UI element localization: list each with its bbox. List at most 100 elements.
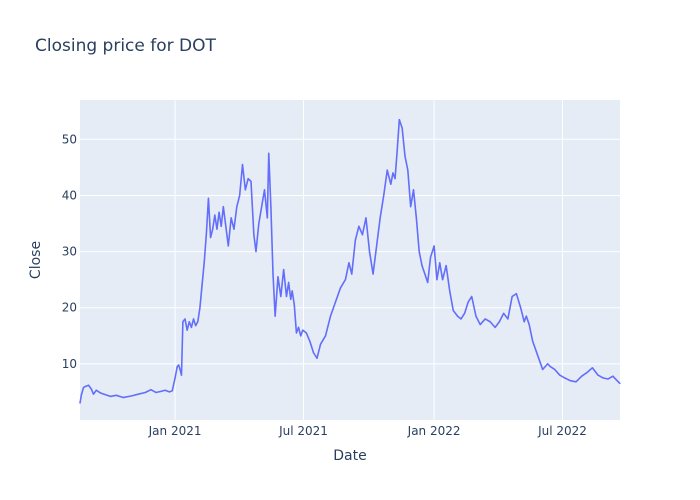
data-point — [155, 391, 157, 394]
x-tick-label: Jan 2021 — [148, 424, 202, 438]
data-point — [537, 354, 539, 357]
data-point — [503, 312, 505, 314]
data-point — [300, 335, 302, 337]
data-point — [302, 329, 304, 331]
data-point — [184, 318, 186, 320]
data-point — [80, 394, 83, 396]
data-point — [467, 301, 469, 303]
data-point — [372, 273, 374, 275]
data-point — [222, 206, 224, 208]
y-tick-label: 10 — [62, 357, 77, 371]
data-point — [180, 374, 183, 376]
data-point — [207, 197, 210, 199]
data-point — [329, 315, 332, 317]
chart-title: Closing price for DOT — [35, 36, 217, 56]
data-point — [511, 295, 513, 298]
data-point — [87, 384, 90, 386]
data-point — [449, 290, 451, 292]
data-point — [250, 180, 252, 182]
data-point — [344, 279, 346, 281]
data-point — [619, 382, 621, 385]
data-point — [283, 268, 285, 271]
data-point — [410, 206, 412, 208]
data-point — [602, 377, 604, 379]
data-point — [549, 366, 552, 368]
data-point — [339, 287, 342, 289]
series-line — [79, 118, 621, 404]
data-point — [564, 377, 566, 379]
data-point — [554, 368, 556, 371]
data-point — [192, 318, 195, 320]
data-point — [484, 318, 486, 320]
data-point — [351, 273, 353, 275]
data-point — [479, 323, 481, 326]
data-point — [581, 375, 583, 377]
data-point — [214, 214, 216, 216]
y-tick-label: 20 — [62, 301, 77, 315]
y-tick-label: 50 — [62, 132, 77, 146]
data-point — [212, 228, 214, 230]
data-point — [280, 295, 282, 298]
data-point — [285, 295, 288, 298]
data-point — [523, 321, 525, 323]
data-point — [456, 315, 459, 317]
data-point — [394, 178, 396, 180]
data-point — [433, 245, 435, 247]
data-point — [122, 396, 124, 399]
data-point — [188, 321, 190, 323]
data-point — [168, 391, 171, 393]
data-point — [179, 368, 181, 371]
data-point — [288, 281, 290, 284]
data-point — [290, 298, 292, 300]
data-point — [244, 189, 246, 191]
data-point — [597, 374, 599, 376]
data-point — [291, 290, 293, 292]
data-point — [241, 163, 244, 166]
plot-area — [80, 100, 620, 420]
data-point — [227, 245, 229, 247]
data-point — [489, 321, 491, 323]
data-point — [104, 394, 107, 396]
data-point — [131, 395, 133, 397]
data-point — [607, 378, 609, 380]
data-point — [396, 149, 398, 152]
data-point — [442, 279, 444, 281]
data-point — [361, 234, 364, 236]
data-point — [316, 357, 318, 359]
data-point — [421, 265, 423, 267]
data-point — [401, 127, 403, 129]
data-point — [268, 152, 270, 154]
data-point — [520, 307, 522, 309]
data-point — [95, 389, 97, 391]
data-point — [494, 326, 496, 328]
data-point — [195, 325, 197, 327]
data-point — [559, 374, 561, 376]
y-tick-label: 30 — [62, 245, 77, 259]
data-point — [199, 307, 201, 309]
data-point — [354, 239, 356, 241]
data-point — [390, 183, 392, 185]
data-point — [498, 321, 500, 323]
data-point — [190, 326, 193, 328]
data-point — [253, 234, 255, 236]
data-point — [427, 281, 429, 284]
x-tick-label: Jul 2022 — [537, 424, 587, 438]
data-point — [224, 222, 227, 225]
data-point — [230, 217, 232, 219]
data-point — [144, 391, 146, 394]
data-point — [312, 352, 315, 354]
data-point — [258, 222, 260, 225]
data-point — [383, 194, 385, 197]
data-point — [525, 315, 527, 317]
data-point — [569, 380, 571, 382]
data-point — [220, 225, 222, 227]
data-point — [201, 284, 203, 286]
data-point — [205, 234, 207, 236]
series-group — [79, 118, 621, 404]
data-point — [171, 390, 173, 392]
data-point — [386, 169, 388, 171]
data-point — [218, 211, 220, 213]
data-point — [82, 386, 85, 389]
data-point — [272, 273, 274, 275]
data-point — [233, 228, 235, 230]
